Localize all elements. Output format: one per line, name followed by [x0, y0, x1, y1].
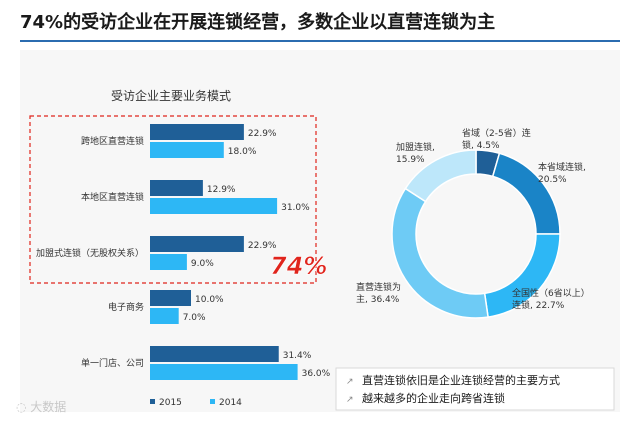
- bar-2014: [150, 254, 187, 270]
- donut-slice: [391, 187, 489, 319]
- legend-label: 2014: [219, 398, 242, 408]
- title-divider: [20, 40, 620, 42]
- chart-panel: [20, 50, 620, 412]
- donut-labels: 省域（2-5省）连锁, 4.5% 本省域连锁, 20.5% 全国性（6省以上）连锁, …: [356, 127, 590, 311]
- note-arrow-icon: ↗: [346, 395, 354, 405]
- bar-category-label: 跨地区直营连锁: [81, 135, 144, 147]
- donut-slice-label: 全国性（6省以上）连锁, 22.7%: [512, 287, 590, 311]
- bar-2014: [150, 198, 278, 214]
- bar-chart-title: 受访企业主要业务模式: [111, 88, 231, 103]
- bar-2015: [150, 124, 244, 140]
- watermark: ◌ 大数据: [16, 400, 67, 414]
- highlight-frame: [29, 115, 317, 284]
- bar-2015: [150, 236, 244, 252]
- bar-2014: [150, 364, 298, 380]
- note-item: 直营连锁依旧是企业连锁经营的主要方式: [362, 373, 560, 387]
- bar-category-label: 加盟式连锁（无股权关系）: [36, 247, 144, 259]
- bar-value-label: 36.0%: [302, 369, 331, 379]
- notes-box: [335, 367, 615, 411]
- bar-legend: 2015 2014: [150, 398, 242, 408]
- bar-value-label: 18.0%: [228, 147, 257, 157]
- note-arrow-icon: ↗: [346, 377, 354, 387]
- legend-swatch: [210, 399, 215, 404]
- bar-2015: [150, 346, 279, 362]
- highlight-value: 74%: [270, 252, 327, 280]
- bar-value-label: 7.0%: [183, 313, 206, 323]
- bar-category-label: 单一门店、公司: [81, 357, 144, 369]
- donut-slice: [404, 149, 477, 203]
- bar-value-label: 9.0%: [191, 259, 214, 269]
- bar-value-label: 31.4%: [283, 351, 312, 361]
- page-title: 74%的受访企业在开展连锁经营，多数企业以直营连锁为主: [20, 12, 496, 33]
- donut-slice-label: 省域（2-5省）连锁, 4.5%: [462, 127, 531, 151]
- bar-2015: [150, 180, 203, 196]
- bar-2015: [150, 290, 191, 306]
- donut-slice-label: 本省域连锁, 20.5%: [538, 161, 586, 185]
- bar-category-label: 本地区直营连锁: [81, 191, 144, 203]
- bar-value-label: 31.0%: [281, 203, 310, 213]
- bar-value-label: 12.9%: [207, 185, 236, 195]
- legend-label: 2015: [159, 398, 182, 408]
- note-item: 越来越多的企业走向跨省连锁: [362, 391, 505, 405]
- bar-value-label: 22.9%: [248, 129, 277, 139]
- bar-chart-bars: 22.9% 18.0% 12.9% 31.0% 22.9% 9.0% 10.0% 7.0% 31…: [150, 124, 331, 380]
- watermark-text: 大数据: [30, 400, 67, 414]
- bar-2014: [150, 308, 179, 324]
- donut-chart: [391, 149, 561, 319]
- donut-slice-label: 加盟连锁, 15.9%: [396, 141, 435, 165]
- legend-swatch: [150, 399, 155, 404]
- bar-value-label: 10.0%: [195, 295, 224, 305]
- bar-2014: [150, 142, 224, 158]
- bar-value-label: 22.9%: [248, 241, 277, 251]
- bar-category-label: 电子商务: [108, 301, 144, 313]
- donut-slice-label: 直营连锁为主, 36.4%: [356, 281, 401, 305]
